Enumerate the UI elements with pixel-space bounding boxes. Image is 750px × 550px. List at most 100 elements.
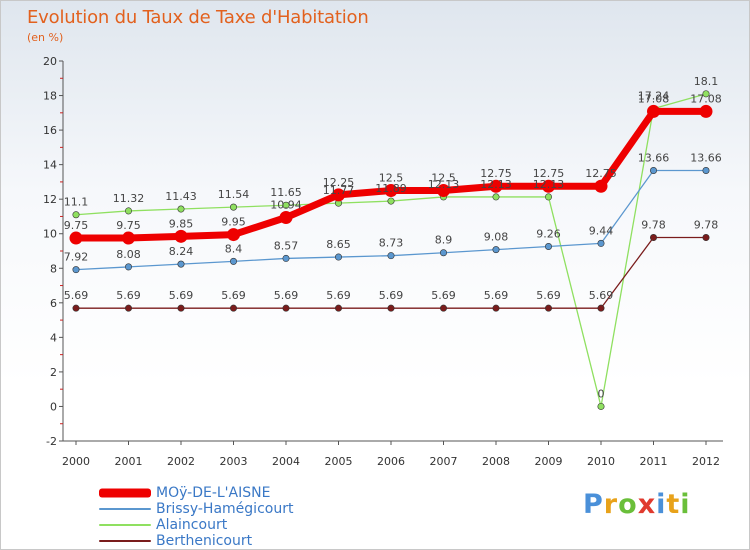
data-label: 5.69 — [274, 289, 299, 302]
data-label: 11.43 — [165, 190, 197, 203]
proxiti-logo: Proxiti — [583, 489, 691, 520]
data-point — [230, 257, 238, 265]
data-point — [387, 252, 395, 260]
data-point — [489, 179, 503, 193]
y-tick-label: 18 — [43, 90, 57, 103]
data-label: 9.75 — [64, 219, 89, 232]
data-label: 18.1 — [694, 75, 719, 88]
data-point — [492, 193, 500, 201]
data-label: 10.94 — [270, 198, 302, 211]
logo-letter: i — [680, 489, 691, 520]
data-label: 13.66 — [638, 152, 670, 165]
x-tick-label: 2009 — [535, 455, 563, 468]
data-label: 9.75 — [116, 219, 141, 232]
data-point — [702, 90, 710, 98]
data-label: 12.13 — [480, 178, 512, 191]
y-tick-label: 10 — [43, 228, 57, 241]
data-point — [544, 243, 552, 251]
y-tick-label: -2 — [46, 435, 57, 448]
data-label: 11.65 — [270, 186, 302, 199]
data-label: 5.69 — [431, 289, 456, 302]
data-label: 9.78 — [641, 219, 666, 232]
series-0 — [69, 104, 713, 245]
logo-letter: P — [583, 489, 604, 520]
x-tick-label: 2011 — [640, 455, 668, 468]
data-label: 17.08 — [690, 92, 722, 105]
data-label: 8.24 — [169, 245, 194, 258]
data-point — [699, 104, 713, 118]
data-label: 12.75 — [585, 167, 617, 180]
logo-letter: o — [618, 489, 638, 520]
data-point — [649, 167, 657, 175]
legend-swatch — [99, 540, 151, 542]
data-point — [72, 211, 80, 219]
y-tick-label: 12 — [43, 193, 57, 206]
x-tick-label: 2010 — [587, 455, 615, 468]
data-point — [702, 234, 710, 242]
chart-subtitle: (en %) — [27, 31, 64, 44]
data-point — [544, 193, 552, 201]
data-label: 8.4 — [225, 242, 243, 255]
data-point — [177, 260, 185, 268]
legend-label: Brissy-Hamégicourt — [156, 501, 294, 517]
data-point — [72, 304, 80, 312]
data-label: 5.69 — [379, 289, 404, 302]
data-label: 9.44 — [589, 224, 614, 237]
y-tick-label: 14 — [43, 159, 57, 172]
y-tick-label: 2 — [50, 366, 57, 379]
data-point — [387, 304, 395, 312]
data-label: 12.5 — [379, 172, 404, 185]
x-tick-label: 2002 — [167, 455, 195, 468]
data-point — [439, 249, 447, 257]
data-label: 5.69 — [536, 289, 561, 302]
legend-label: Berthenicourt — [156, 533, 253, 549]
series-3 — [72, 234, 710, 312]
data-label: 8.57 — [274, 239, 299, 252]
data-label: 8.73 — [379, 237, 404, 250]
data-label: 5.69 — [589, 289, 614, 302]
data-label: 0 — [598, 387, 605, 400]
logo-letter: i — [656, 489, 667, 520]
y-tick-label: 16 — [43, 124, 57, 137]
data-point — [384, 184, 398, 198]
data-label: 9.78 — [694, 219, 719, 232]
data-point — [492, 304, 500, 312]
data-label: 9.95 — [221, 216, 246, 229]
data-label: 9.26 — [536, 228, 561, 241]
data-label: 8.9 — [435, 234, 453, 247]
y-tick-label: 4 — [50, 331, 57, 344]
x-tick-label: 2006 — [377, 455, 405, 468]
chart-title: Evolution du Taux de Taxe d'Habitation — [27, 7, 369, 28]
data-point — [282, 304, 290, 312]
data-point — [282, 201, 290, 209]
data-label: 11.89 — [375, 182, 407, 195]
data-point — [439, 304, 447, 312]
data-point — [332, 188, 345, 202]
data-label: 5.69 — [484, 289, 509, 302]
data-label: 11.1 — [64, 196, 89, 209]
data-label: 12.13 — [428, 178, 460, 191]
x-tick-label: 2008 — [482, 455, 510, 468]
y-tick-label: 20 — [43, 55, 57, 68]
data-label: 8.65 — [326, 238, 351, 251]
x-tick-label: 2005 — [325, 455, 353, 468]
data-point — [334, 253, 342, 261]
data-point — [279, 210, 293, 224]
y-tick-label: 6 — [50, 297, 57, 310]
x-tick-label: 2001 — [115, 455, 143, 468]
data-point — [282, 254, 290, 262]
data-point — [230, 203, 238, 211]
logo-letter: x — [637, 489, 657, 520]
legend-swatch — [99, 508, 151, 510]
data-label: 11.54 — [218, 188, 250, 201]
data-label: 7.92 — [64, 251, 89, 264]
x-tick-label: 2007 — [430, 455, 458, 468]
data-label: 17.24 — [638, 90, 670, 103]
data-point — [594, 179, 608, 193]
data-point — [492, 246, 500, 254]
data-point — [230, 304, 238, 312]
data-label: 5.69 — [169, 289, 194, 302]
data-point — [174, 229, 188, 243]
data-point — [122, 231, 135, 245]
